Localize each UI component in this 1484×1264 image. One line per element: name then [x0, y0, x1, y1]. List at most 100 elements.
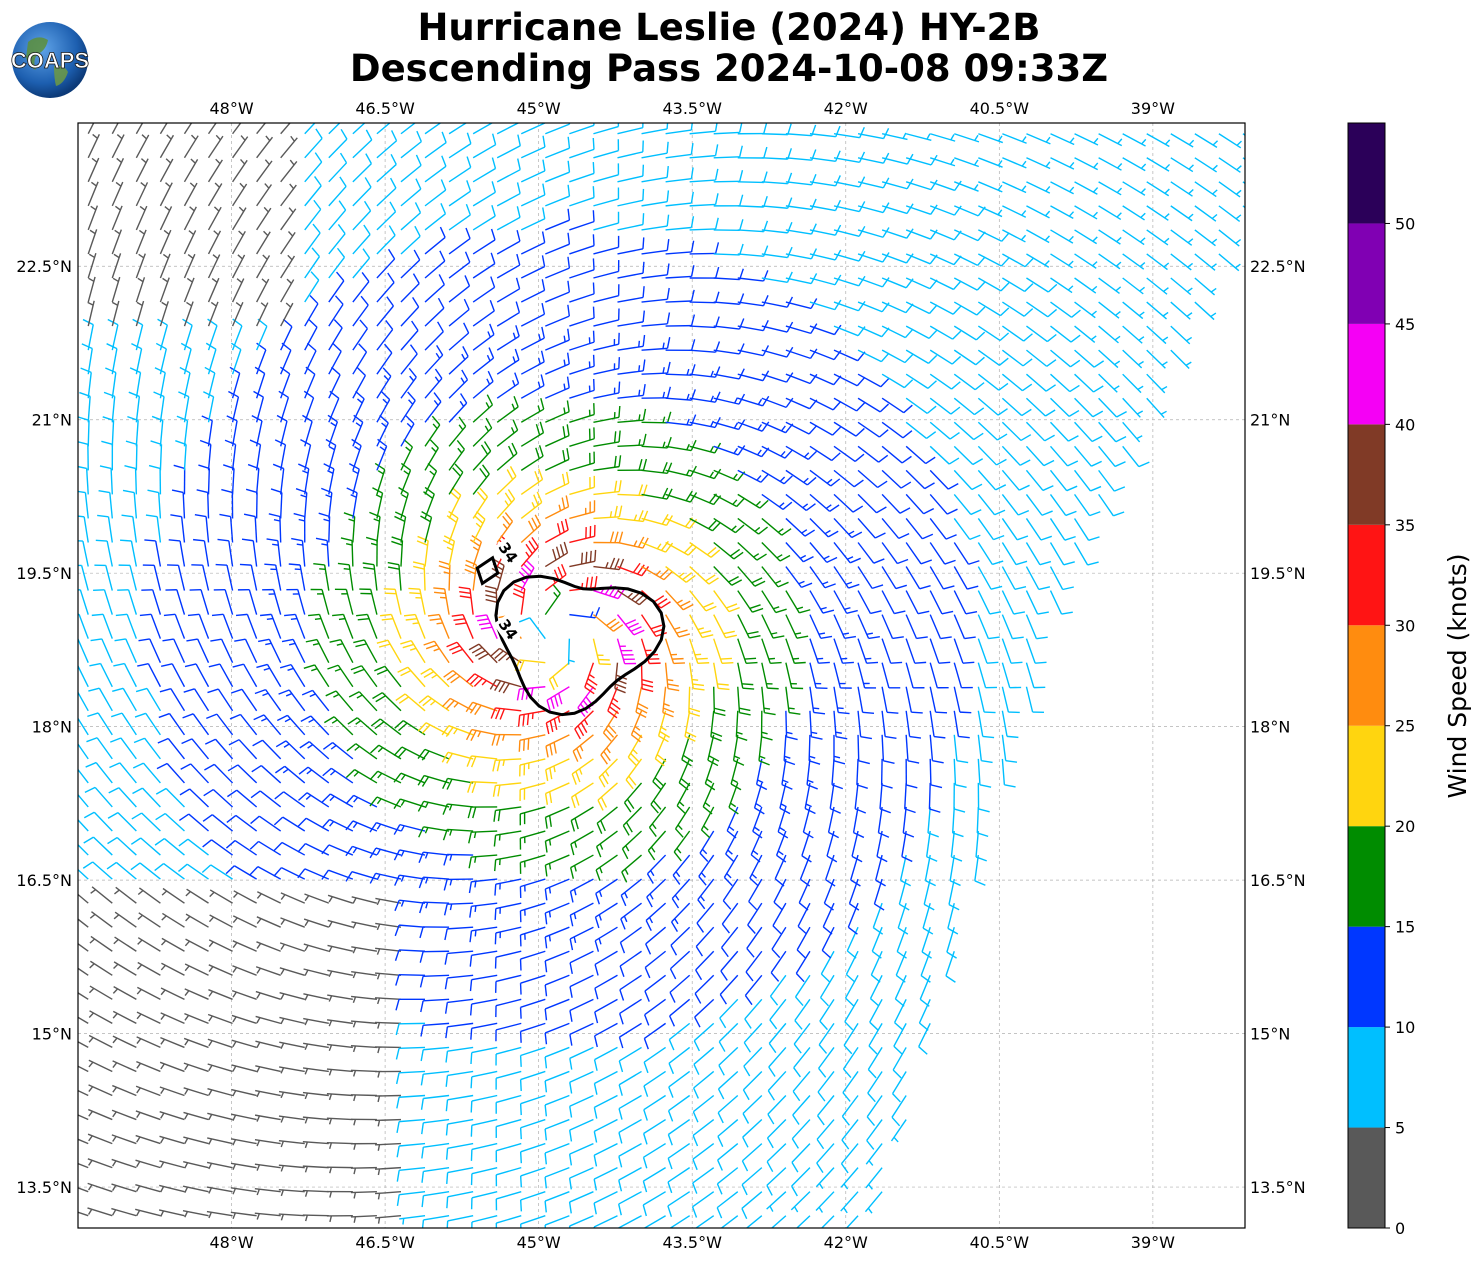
wind-barb: [1074, 349, 1105, 368]
wind-barb: [857, 734, 870, 765]
wind-barb: [977, 373, 1009, 391]
wind-barb: [94, 564, 113, 591]
wind-barb: [977, 421, 1008, 441]
wind-barb: [1074, 301, 1097, 319]
wind-barb: [665, 167, 694, 183]
colorbar-bin: [1348, 926, 1385, 1028]
wind-barb: [297, 842, 330, 856]
wind-barb: [618, 1167, 642, 1192]
wind-barb: [375, 1215, 402, 1224]
wind-barb: [206, 1210, 233, 1219]
wind-barb: [183, 206, 197, 231]
wind-barb: [695, 950, 715, 981]
wind-barb: [1050, 229, 1074, 244]
wind-barb: [78, 843, 89, 856]
wind-barb: [569, 162, 595, 183]
wind-barb: [124, 465, 138, 495]
wind-barb: [641, 123, 669, 135]
wind-barb: [130, 862, 161, 880]
wind-barb: [137, 937, 161, 952]
wind-barb: [1026, 181, 1051, 194]
wind-barb: [593, 332, 620, 351]
wind-barb: [545, 232, 571, 255]
wind-barb: [376, 225, 396, 255]
wind-barb: [230, 342, 242, 375]
wind-barb: [359, 588, 378, 615]
wind-barb: [142, 564, 162, 591]
wind-barb: [352, 177, 372, 207]
wind-barb: [716, 1191, 739, 1219]
wind-barb: [520, 491, 543, 519]
wind-barb: [441, 697, 474, 712]
wind-barb: [635, 686, 649, 719]
wind-barb: [111, 253, 122, 279]
wind-barb: [418, 826, 450, 838]
wind-barb: [375, 922, 402, 931]
wind-barb: [595, 878, 618, 905]
wind-barb: [1098, 253, 1122, 270]
wind-barb: [519, 758, 546, 777]
wind-barb: [78, 967, 89, 976]
wind-barb: [569, 878, 594, 903]
wind-barb: [183, 301, 194, 327]
wind-barb: [669, 974, 691, 1003]
wind-barb: [809, 199, 842, 212]
wind-barb: [183, 158, 199, 183]
wind-barb: [112, 687, 137, 712]
wind-barb: [593, 455, 622, 472]
wind-barb: [327, 919, 354, 928]
wind-barb: [929, 686, 948, 714]
wind-barb: [713, 493, 746, 508]
wind-barb: [732, 734, 745, 766]
wind-barb: [617, 286, 645, 303]
wind-barb: [618, 1070, 642, 1096]
wind-barb: [1194, 205, 1218, 222]
wind-barb: [1170, 325, 1193, 345]
wind-barb: [809, 324, 842, 336]
wind-barb: [256, 941, 281, 952]
wind-barb: [730, 758, 742, 791]
wind-barb: [881, 686, 899, 714]
wind-barb: [699, 830, 715, 862]
wind-barb: [743, 1046, 763, 1077]
wind-barb: [809, 566, 836, 589]
wind-barb: [280, 278, 295, 303]
wind-barb: [229, 713, 258, 736]
wind-barb: [350, 1215, 377, 1223]
wind-barb: [978, 157, 1003, 168]
wind-barb: [866, 1095, 883, 1127]
wind-barb: [545, 208, 571, 231]
wind-barb: [433, 587, 450, 615]
wind-barb: [159, 1184, 185, 1193]
wind-barb: [468, 878, 498, 894]
wind-barb: [328, 295, 344, 327]
wind-barb: [737, 320, 769, 332]
wind-barb: [520, 207, 546, 231]
wind-barb: [618, 1215, 642, 1228]
wind-barb: [905, 179, 938, 191]
wind-barb: [593, 430, 621, 448]
wind-barb: [161, 912, 185, 928]
wind-barb: [394, 874, 426, 886]
wind-barb: [594, 998, 618, 1024]
wind-barb: [131, 812, 161, 832]
wind-barb: [256, 183, 273, 207]
wind-barb: [254, 1212, 281, 1220]
wind-barb: [417, 800, 450, 812]
wind-barb: [857, 662, 877, 689]
wind-barb: [545, 376, 570, 399]
wind-barb: [645, 902, 667, 931]
wind-barb: [544, 584, 561, 616]
wind-barb: [665, 265, 695, 279]
wind-barb: [446, 1190, 474, 1209]
wind-barb: [1098, 397, 1127, 418]
wind-barb: [207, 277, 220, 303]
wind-barb: [421, 1118, 450, 1135]
wind-barb: [273, 841, 306, 856]
wind-barb: [746, 926, 763, 958]
wind-barb: [1194, 253, 1217, 271]
wind-barb: [1002, 157, 1027, 169]
wind-barb: [232, 135, 249, 159]
colorbar-bin: [1348, 625, 1385, 726]
wind-barb: [597, 782, 618, 811]
